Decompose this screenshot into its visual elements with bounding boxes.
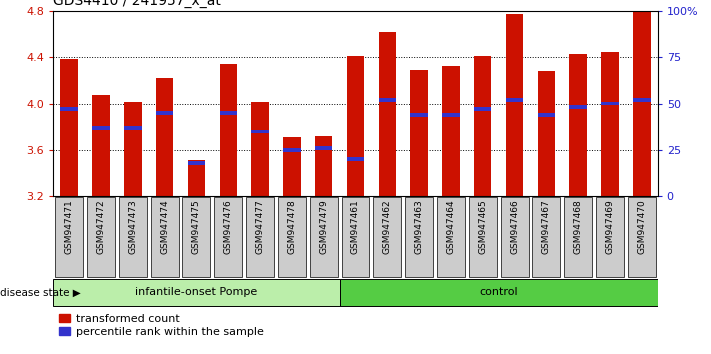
Text: GSM947475: GSM947475	[192, 199, 201, 254]
Text: GSM947477: GSM947477	[255, 199, 264, 254]
Bar	[538, 71, 555, 196]
Bar	[92, 126, 109, 130]
Bar	[633, 98, 651, 102]
FancyBboxPatch shape	[246, 197, 274, 277]
FancyBboxPatch shape	[564, 197, 592, 277]
Bar	[347, 158, 364, 161]
FancyBboxPatch shape	[533, 197, 560, 277]
Text: GSM947466: GSM947466	[510, 199, 519, 254]
Bar	[60, 59, 78, 196]
Bar	[347, 56, 364, 196]
Text: GSM947471: GSM947471	[65, 199, 74, 254]
Bar	[538, 113, 555, 116]
Text: GSM947468: GSM947468	[574, 199, 582, 254]
Bar	[251, 130, 269, 133]
Bar	[60, 107, 78, 111]
Bar	[315, 146, 333, 150]
Bar	[506, 14, 523, 196]
Bar	[506, 98, 523, 102]
Bar	[283, 148, 301, 152]
Bar	[220, 64, 237, 196]
FancyBboxPatch shape	[373, 197, 401, 277]
Bar	[315, 136, 333, 196]
Bar	[602, 52, 619, 196]
Text: GSM947464: GSM947464	[447, 199, 456, 253]
Text: GSM947467: GSM947467	[542, 199, 551, 254]
Bar	[442, 66, 460, 196]
Bar	[251, 102, 269, 196]
Legend: transformed count, percentile rank within the sample: transformed count, percentile rank withi…	[59, 314, 263, 337]
Bar	[188, 160, 205, 196]
Text: GSM947479: GSM947479	[319, 199, 328, 254]
Text: GDS4410 / 241957_x_at: GDS4410 / 241957_x_at	[53, 0, 221, 8]
Bar	[378, 98, 396, 102]
Text: GSM947478: GSM947478	[287, 199, 296, 254]
FancyBboxPatch shape	[596, 197, 624, 277]
FancyBboxPatch shape	[628, 197, 656, 277]
Text: GSM947470: GSM947470	[637, 199, 646, 254]
Bar	[188, 161, 205, 165]
Text: GSM947462: GSM947462	[383, 199, 392, 253]
FancyBboxPatch shape	[214, 197, 242, 277]
Bar	[570, 105, 587, 109]
Bar	[378, 32, 396, 196]
Text: infantile-onset Pompe: infantile-onset Pompe	[135, 287, 257, 297]
Bar	[410, 70, 428, 196]
FancyBboxPatch shape	[53, 279, 340, 307]
Text: GSM947473: GSM947473	[129, 199, 137, 254]
Bar	[442, 113, 460, 116]
Bar	[220, 111, 237, 115]
Bar	[474, 107, 491, 111]
Bar	[92, 96, 109, 196]
Text: GSM947476: GSM947476	[224, 199, 232, 254]
FancyBboxPatch shape	[151, 197, 178, 277]
FancyBboxPatch shape	[501, 197, 528, 277]
FancyBboxPatch shape	[340, 279, 658, 307]
Bar	[410, 113, 428, 116]
Text: GSM947472: GSM947472	[97, 199, 105, 253]
Bar	[156, 111, 173, 115]
Bar	[633, 11, 651, 196]
FancyBboxPatch shape	[119, 197, 147, 277]
Bar	[474, 56, 491, 196]
Bar	[156, 78, 173, 196]
Text: GSM947465: GSM947465	[479, 199, 487, 254]
FancyBboxPatch shape	[437, 197, 465, 277]
Bar	[602, 102, 619, 105]
FancyBboxPatch shape	[310, 197, 338, 277]
FancyBboxPatch shape	[405, 197, 433, 277]
FancyBboxPatch shape	[87, 197, 115, 277]
Text: GSM947474: GSM947474	[160, 199, 169, 253]
Bar	[283, 137, 301, 196]
Text: disease state ▶: disease state ▶	[0, 287, 81, 297]
Text: GSM947463: GSM947463	[415, 199, 424, 254]
Text: control: control	[479, 287, 518, 297]
Bar	[570, 53, 587, 196]
Text: GSM947469: GSM947469	[606, 199, 614, 254]
Bar	[124, 126, 141, 130]
Text: GSM947461: GSM947461	[351, 199, 360, 254]
FancyBboxPatch shape	[469, 197, 497, 277]
Bar	[124, 102, 141, 196]
FancyBboxPatch shape	[183, 197, 210, 277]
FancyBboxPatch shape	[278, 197, 306, 277]
FancyBboxPatch shape	[341, 197, 370, 277]
FancyBboxPatch shape	[55, 197, 83, 277]
